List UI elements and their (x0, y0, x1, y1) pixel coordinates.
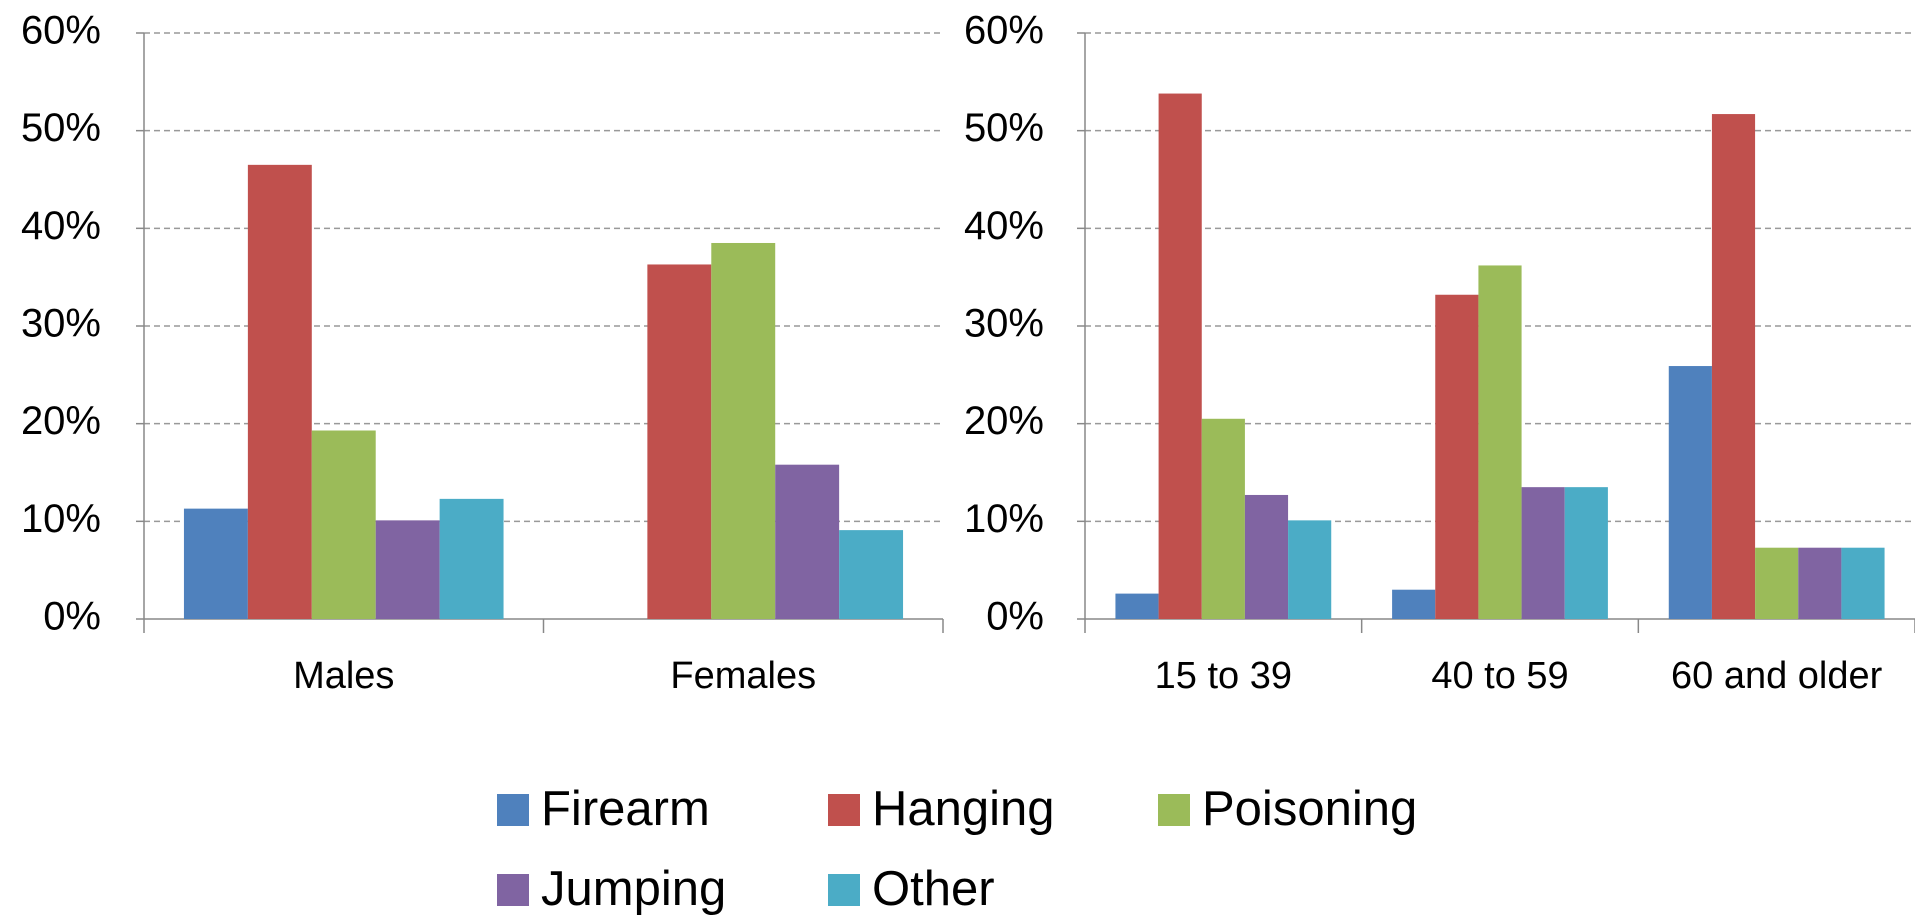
bar (1201, 418, 1245, 619)
y-tick-label: 20% (964, 399, 1044, 443)
legend-swatch (828, 794, 860, 826)
y-tick-label: 40% (21, 204, 101, 248)
bar (1711, 114, 1756, 620)
x-tick-label: Males (293, 655, 394, 697)
y-tick-label: 50% (21, 106, 101, 150)
y-tick-label: 40% (964, 204, 1044, 248)
y-tick-label: 0% (43, 595, 101, 639)
y-tick-label: 60% (21, 9, 101, 53)
x-tick-label: 40 to 59 (1431, 655, 1568, 697)
bar (1288, 520, 1332, 619)
bar (1798, 547, 1842, 619)
y-tick-label: 10% (964, 497, 1044, 541)
bar (1392, 589, 1436, 619)
y-tick-label: 30% (21, 302, 101, 346)
legend-label: Other (872, 862, 995, 916)
legend-swatch (497, 874, 529, 906)
legend-swatch (1158, 794, 1190, 826)
bar (311, 430, 376, 619)
legend-label: Hanging (872, 782, 1055, 836)
bar (1755, 547, 1799, 619)
y-tick-label: 10% (21, 497, 101, 541)
y-tick-label: 60% (964, 9, 1044, 53)
bar (183, 508, 248, 619)
legend-swatch (828, 874, 860, 906)
x-tick-label: 60 and older (1671, 655, 1883, 697)
bar (711, 242, 776, 619)
y-tick-label: 0% (986, 595, 1044, 639)
y-tick-label: 30% (964, 302, 1044, 346)
y-tick-label: 20% (21, 399, 101, 443)
legend-label: Firearm (541, 782, 710, 836)
bar (1478, 265, 1522, 619)
bar (247, 164, 312, 619)
bar (1435, 294, 1479, 619)
bar (1841, 547, 1885, 619)
bar (1158, 93, 1202, 619)
x-tick-label: 15 to 39 (1155, 655, 1292, 697)
y-tick-label: 50% (964, 106, 1044, 150)
x-tick-label: Females (670, 655, 816, 697)
bar (839, 530, 904, 619)
bar (1244, 494, 1289, 619)
bar (647, 264, 712, 619)
bar (1521, 487, 1565, 619)
bar (1564, 487, 1608, 619)
bar (375, 520, 440, 619)
legend-label: Poisoning (1202, 782, 1417, 836)
legend-label: Jumping (541, 862, 726, 916)
legend-swatch (497, 794, 529, 826)
bar (775, 464, 840, 619)
bar (439, 498, 504, 619)
bar (1668, 366, 1712, 619)
bar (1115, 593, 1159, 619)
